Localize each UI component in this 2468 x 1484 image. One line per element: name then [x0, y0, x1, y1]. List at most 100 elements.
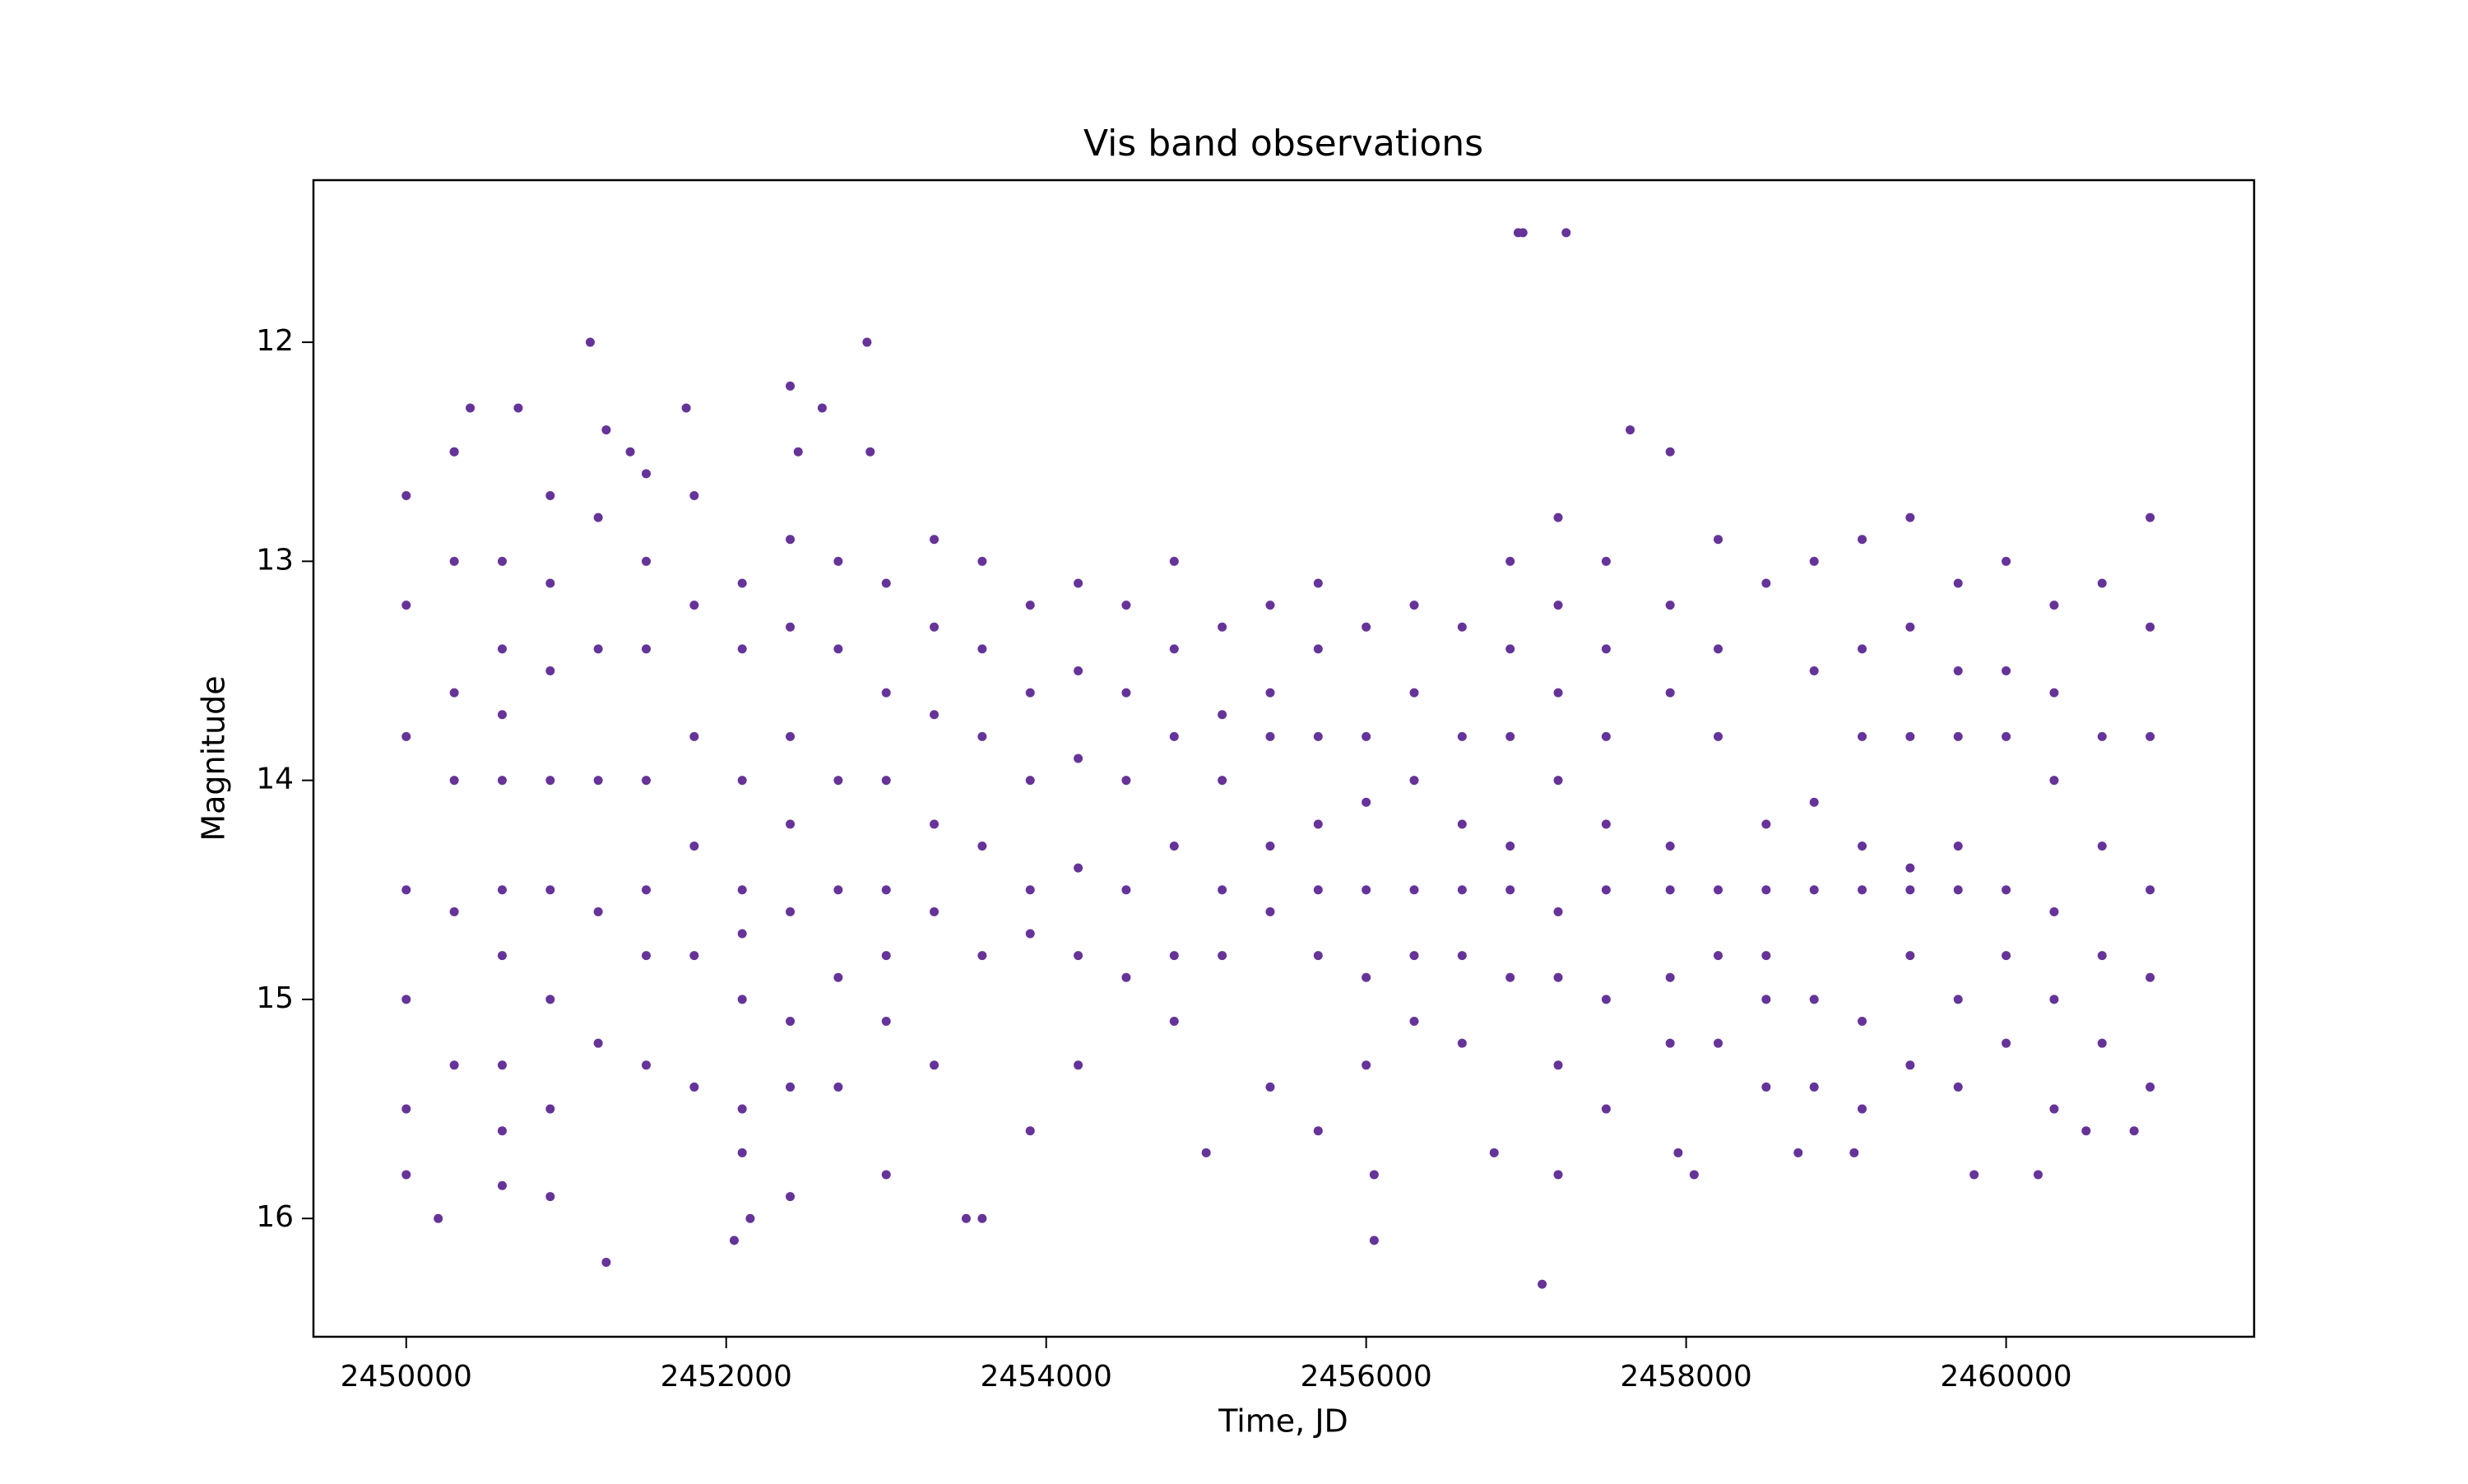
data-point	[1121, 885, 1131, 895]
data-point	[449, 776, 459, 786]
data-point	[930, 535, 939, 545]
data-point	[497, 644, 507, 654]
data-point	[449, 907, 459, 916]
data-point	[786, 731, 796, 741]
data-point	[593, 776, 603, 786]
data-point	[1553, 972, 1563, 982]
data-point	[1553, 601, 1563, 610]
data-point	[1457, 1038, 1467, 1048]
data-point	[1218, 885, 1227, 895]
data-point	[1553, 776, 1563, 786]
data-point	[1953, 842, 1963, 851]
data-point	[862, 337, 872, 347]
data-point	[2002, 1038, 2011, 1048]
data-point	[401, 490, 411, 500]
data-point	[1409, 688, 1419, 698]
data-point	[737, 644, 747, 654]
data-point	[1561, 228, 1571, 238]
data-point	[449, 447, 459, 457]
data-point	[642, 776, 652, 786]
data-point	[1362, 797, 1371, 807]
data-point	[1025, 929, 1035, 939]
x-tick-label: 2454000	[981, 1360, 1112, 1394]
plot-frame	[312, 179, 2256, 1338]
data-point	[1313, 731, 1323, 741]
data-point	[881, 1170, 891, 1180]
data-point	[401, 1170, 411, 1180]
data-point	[625, 447, 635, 457]
data-point	[1858, 1017, 1867, 1027]
data-point	[449, 1060, 459, 1070]
data-point	[833, 885, 843, 895]
data-point	[449, 688, 459, 698]
data-point	[1953, 1082, 1963, 1092]
data-point	[1953, 995, 1963, 1004]
data-point	[2146, 972, 2155, 982]
data-point	[1457, 622, 1467, 632]
x-tick-label: 2450000	[341, 1360, 472, 1394]
data-point	[930, 622, 939, 632]
data-point	[1457, 819, 1467, 829]
data-point	[1665, 601, 1675, 610]
data-point	[1714, 535, 1723, 545]
data-point	[1121, 972, 1131, 982]
data-point	[1121, 601, 1131, 610]
data-point	[1121, 688, 1131, 698]
data-point	[786, 381, 796, 391]
data-point	[497, 710, 507, 720]
data-point	[2097, 842, 2107, 851]
data-point	[1313, 1126, 1323, 1136]
data-point	[1313, 578, 1323, 588]
data-point	[1505, 644, 1515, 654]
data-point	[1905, 863, 1915, 873]
data-point	[2049, 995, 2059, 1004]
data-point	[1761, 995, 1771, 1004]
data-point	[401, 1104, 411, 1114]
data-point	[1601, 731, 1611, 741]
data-point	[2146, 1082, 2155, 1092]
data-point	[881, 951, 891, 961]
data-point	[786, 907, 796, 916]
data-point	[545, 578, 555, 588]
data-point	[1601, 644, 1611, 654]
data-point	[689, 951, 699, 961]
data-point	[1858, 1104, 1867, 1114]
data-point	[1121, 776, 1131, 786]
data-point	[2002, 556, 2011, 566]
data-point	[1761, 819, 1771, 829]
data-point	[961, 1213, 971, 1223]
data-point	[1505, 972, 1515, 982]
data-point	[977, 951, 987, 961]
data-point	[833, 972, 843, 982]
data-point	[977, 1213, 987, 1223]
data-point	[1313, 951, 1323, 961]
data-point	[593, 907, 603, 916]
data-point	[737, 929, 747, 939]
data-point	[1218, 710, 1227, 720]
data-point	[786, 1082, 796, 1092]
data-point	[2146, 622, 2155, 632]
data-point	[2097, 731, 2107, 741]
x-tick-label: 2458000	[1620, 1360, 1751, 1394]
data-point	[1265, 842, 1275, 851]
data-point	[1362, 885, 1371, 895]
data-point	[1849, 1148, 1859, 1157]
data-point	[1761, 951, 1771, 961]
data-point	[1626, 425, 1635, 435]
data-point	[881, 578, 891, 588]
data-point	[593, 644, 603, 654]
data-point	[2146, 885, 2155, 895]
data-point	[930, 1060, 939, 1070]
data-point	[1553, 907, 1563, 916]
data-point	[1601, 556, 1611, 566]
data-point	[1905, 731, 1915, 741]
data-point	[1074, 951, 1083, 961]
x-axis-label: Time, JD	[1218, 1403, 1348, 1440]
data-point	[1505, 885, 1515, 895]
data-point	[1074, 1060, 1083, 1070]
data-point	[2146, 731, 2155, 741]
chart-title: Vis band observations	[1083, 123, 1483, 165]
data-point	[2049, 688, 2059, 698]
data-point	[881, 776, 891, 786]
